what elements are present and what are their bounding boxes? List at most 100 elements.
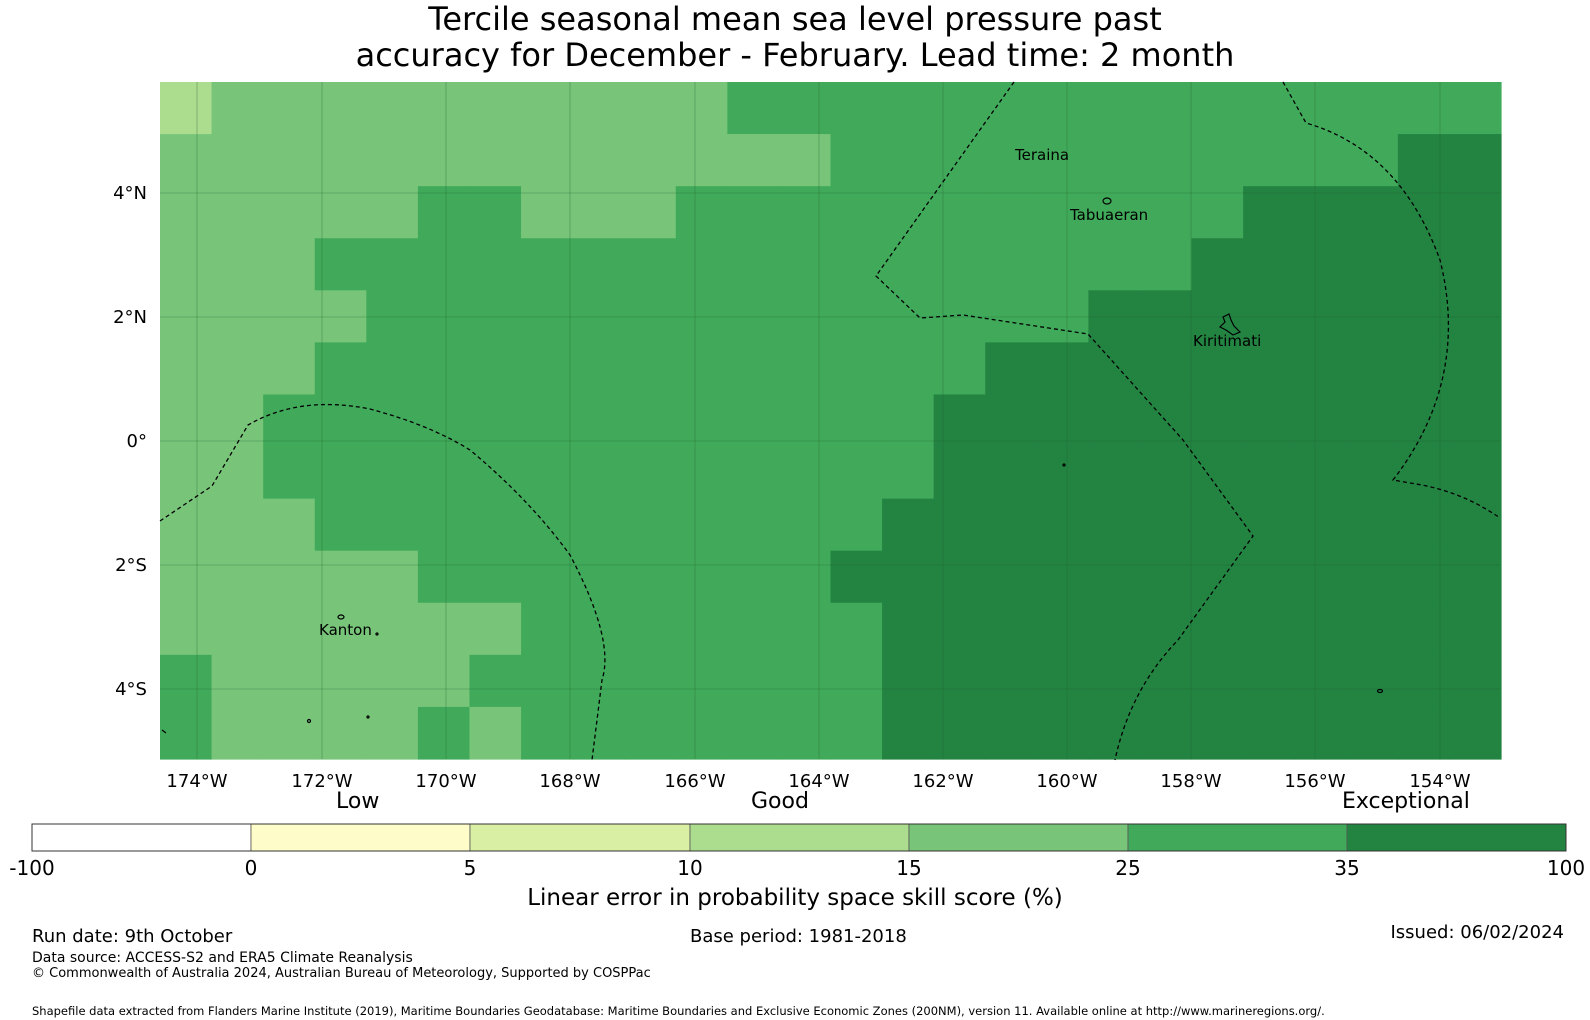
grid-cell — [1191, 342, 1244, 396]
grid-cell — [1243, 238, 1296, 291]
eez-boundary-kanton — [159, 403, 606, 761]
grid-cell — [830, 498, 883, 552]
grid-cell — [727, 238, 780, 291]
grid-cell — [675, 134, 728, 187]
colorbar-bin — [908, 823, 1129, 852]
grid-cell — [572, 602, 625, 656]
grid-cell — [1243, 706, 1296, 760]
eez-boundary-kiritimati — [1282, 81, 1501, 519]
grid-cell — [675, 446, 728, 500]
grid-cell — [1139, 498, 1193, 552]
grid-cell — [314, 550, 367, 604]
colorbar-tick-label: 15 — [896, 856, 922, 880]
grid-cell — [727, 134, 780, 187]
grid-cell — [572, 498, 625, 552]
grid-cell — [1139, 82, 1193, 135]
grid-cell — [263, 498, 316, 552]
grid-cell — [1088, 446, 1141, 500]
grid-cell — [1036, 238, 1089, 291]
colorbar-tick-label: 100 — [1546, 856, 1586, 880]
grid-cell — [160, 498, 213, 552]
grid-cell — [624, 238, 677, 291]
grid-cell — [263, 550, 316, 604]
grid-cell — [727, 654, 780, 708]
grid-cell — [1243, 186, 1296, 239]
grid-cell — [1294, 498, 1347, 552]
grid-cell — [1294, 342, 1347, 396]
grid-cell — [1139, 186, 1193, 239]
grid-cell — [727, 602, 780, 656]
grid-cell — [778, 550, 832, 604]
grid-cell — [1088, 706, 1141, 760]
grid-cell — [1346, 498, 1399, 552]
grid-cell — [314, 342, 367, 396]
grid-cell — [985, 290, 1038, 343]
grid-cell — [263, 82, 316, 135]
colorbar-bin — [1127, 823, 1348, 852]
colorbar-bin — [250, 823, 471, 852]
grid-cell — [1449, 498, 1502, 552]
grid-cell — [985, 602, 1038, 656]
data-source: Data source: ACCESS-S2 and ERA5 Climate … — [32, 950, 413, 966]
place-label-kanton: Kanton — [319, 621, 372, 639]
grid-cell — [985, 186, 1038, 239]
grid-cell — [830, 186, 883, 239]
grid-cell — [211, 186, 264, 239]
grid-cell — [1346, 186, 1399, 239]
grid-cell — [778, 602, 832, 656]
place-label-teraina: Teraina — [1014, 146, 1069, 164]
grid-cell — [1191, 602, 1244, 656]
grid-cell — [1449, 394, 1502, 448]
run-date: Run date: 9th October — [32, 926, 233, 947]
grid-cell — [985, 394, 1038, 448]
grid-cell — [469, 654, 522, 708]
grid-cell — [1243, 342, 1296, 396]
grid-cell — [985, 342, 1038, 396]
grid-cell — [1346, 134, 1399, 187]
grid-cell — [727, 342, 780, 396]
island-outlines — [161, 197, 1384, 734]
grid-cell — [572, 654, 625, 708]
grid-cell — [1449, 186, 1502, 239]
grid-cell — [675, 82, 728, 135]
grid-cell — [1088, 654, 1141, 708]
grid-cell — [469, 602, 522, 656]
grid-cell — [1139, 394, 1193, 448]
grid-cell — [366, 602, 419, 656]
lat-tick-label: 4°N — [113, 183, 147, 204]
grid-cell — [1088, 602, 1141, 656]
grid-cell — [675, 186, 728, 239]
grid-cell — [314, 394, 367, 448]
grid-cell — [985, 706, 1038, 760]
grid-cell — [675, 602, 728, 656]
grid-cell — [1294, 654, 1347, 708]
lon-tick-label: 164°W — [788, 771, 849, 792]
colorbar-frame — [31, 823, 1567, 852]
grid-cell — [160, 550, 213, 604]
grid-cell — [160, 342, 213, 396]
grid-cell — [778, 290, 832, 343]
grid-cell — [830, 654, 883, 708]
lon-tick-label: 166°W — [664, 771, 725, 792]
grid-cell — [469, 342, 522, 396]
grid-cell — [1191, 706, 1244, 760]
grid-cell — [933, 498, 986, 552]
graticule — [160, 82, 1501, 759]
grid-cell — [1243, 446, 1296, 500]
grid-cell — [1397, 134, 1451, 187]
grid-cell — [417, 446, 471, 500]
chart-title-line-2: accuracy for December - February. Lead t… — [355, 36, 1235, 74]
grid-cell — [1294, 134, 1347, 187]
grid-cell — [985, 550, 1038, 604]
grid-cell — [1036, 654, 1089, 708]
grid-cell — [1449, 82, 1502, 135]
grid-cell — [1088, 394, 1141, 448]
grid-cell — [778, 498, 832, 552]
grid-cell — [366, 498, 419, 552]
lon-tick-label: 156°W — [1284, 771, 1345, 792]
grid-cell — [1397, 550, 1451, 604]
grid-cell — [366, 550, 419, 604]
lon-tick-label: 168°W — [539, 771, 600, 792]
longitude-tick-labels: 174°W 172°W 170°W 168°W 166°W 164°W 162°W 160°W… — [166, 771, 1470, 792]
